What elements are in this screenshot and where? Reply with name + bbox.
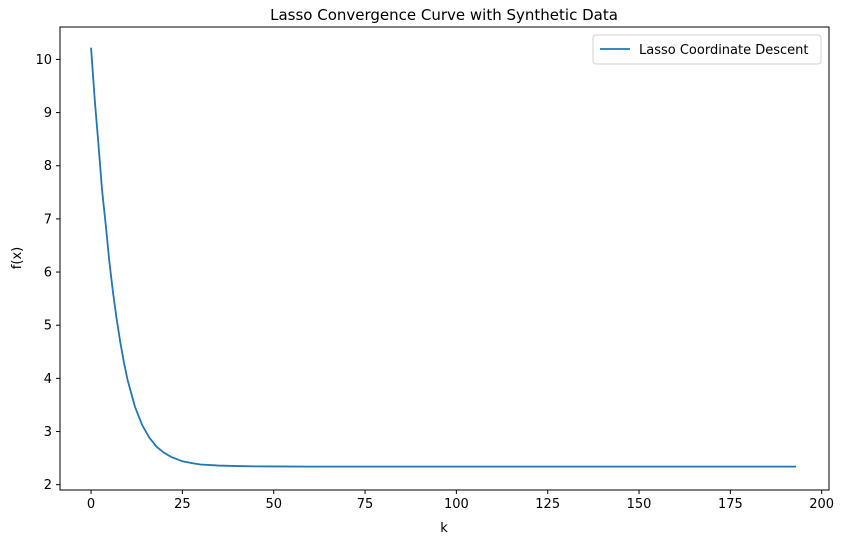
chart-title: Lasso Convergence Curve with Synthetic D…	[270, 6, 618, 24]
y-tick-label: 5	[44, 319, 52, 334]
y-axis-ticks: 2 3 4 5 6 7 8 9 10	[35, 53, 60, 493]
plot-area: 0 25 50 75 100 125 150 175 200 2 3 4 5 6 7 8 9 10	[35, 26, 834, 512]
x-axis-label: k	[440, 521, 448, 536]
series-line-lasso-coordinate-descent	[90, 47, 797, 468]
x-tick-label: 150	[627, 497, 652, 512]
x-tick-label: 200	[809, 497, 834, 512]
x-tick-label: 50	[265, 497, 282, 512]
y-tick-label: 2	[44, 478, 52, 493]
legend-box	[592, 34, 822, 65]
x-axis-ticks: 0 25 50 75 100 125 150 175 200	[87, 490, 834, 512]
y-tick-label: 4	[44, 372, 52, 387]
y-tick-label: 10	[35, 53, 52, 68]
y-tick-label: 8	[44, 159, 52, 174]
plot-frame	[59, 26, 830, 491]
x-tick-label: 125	[535, 497, 560, 512]
x-tick-label: 25	[174, 497, 191, 512]
y-tick-label: 7	[44, 212, 52, 227]
y-tick-label: 9	[44, 106, 52, 121]
x-tick-label: 175	[718, 497, 743, 512]
legend-label: Lasso Coordinate Descent	[639, 43, 809, 58]
y-axis-label: f(x)	[10, 247, 25, 269]
legend: Lasso Coordinate Descent	[592, 34, 822, 65]
y-tick-label: 3	[44, 425, 52, 440]
x-tick-label: 0	[87, 497, 95, 512]
x-tick-label: 100	[444, 497, 469, 512]
x-tick-label: 75	[357, 497, 374, 512]
y-tick-label: 6	[44, 266, 52, 281]
